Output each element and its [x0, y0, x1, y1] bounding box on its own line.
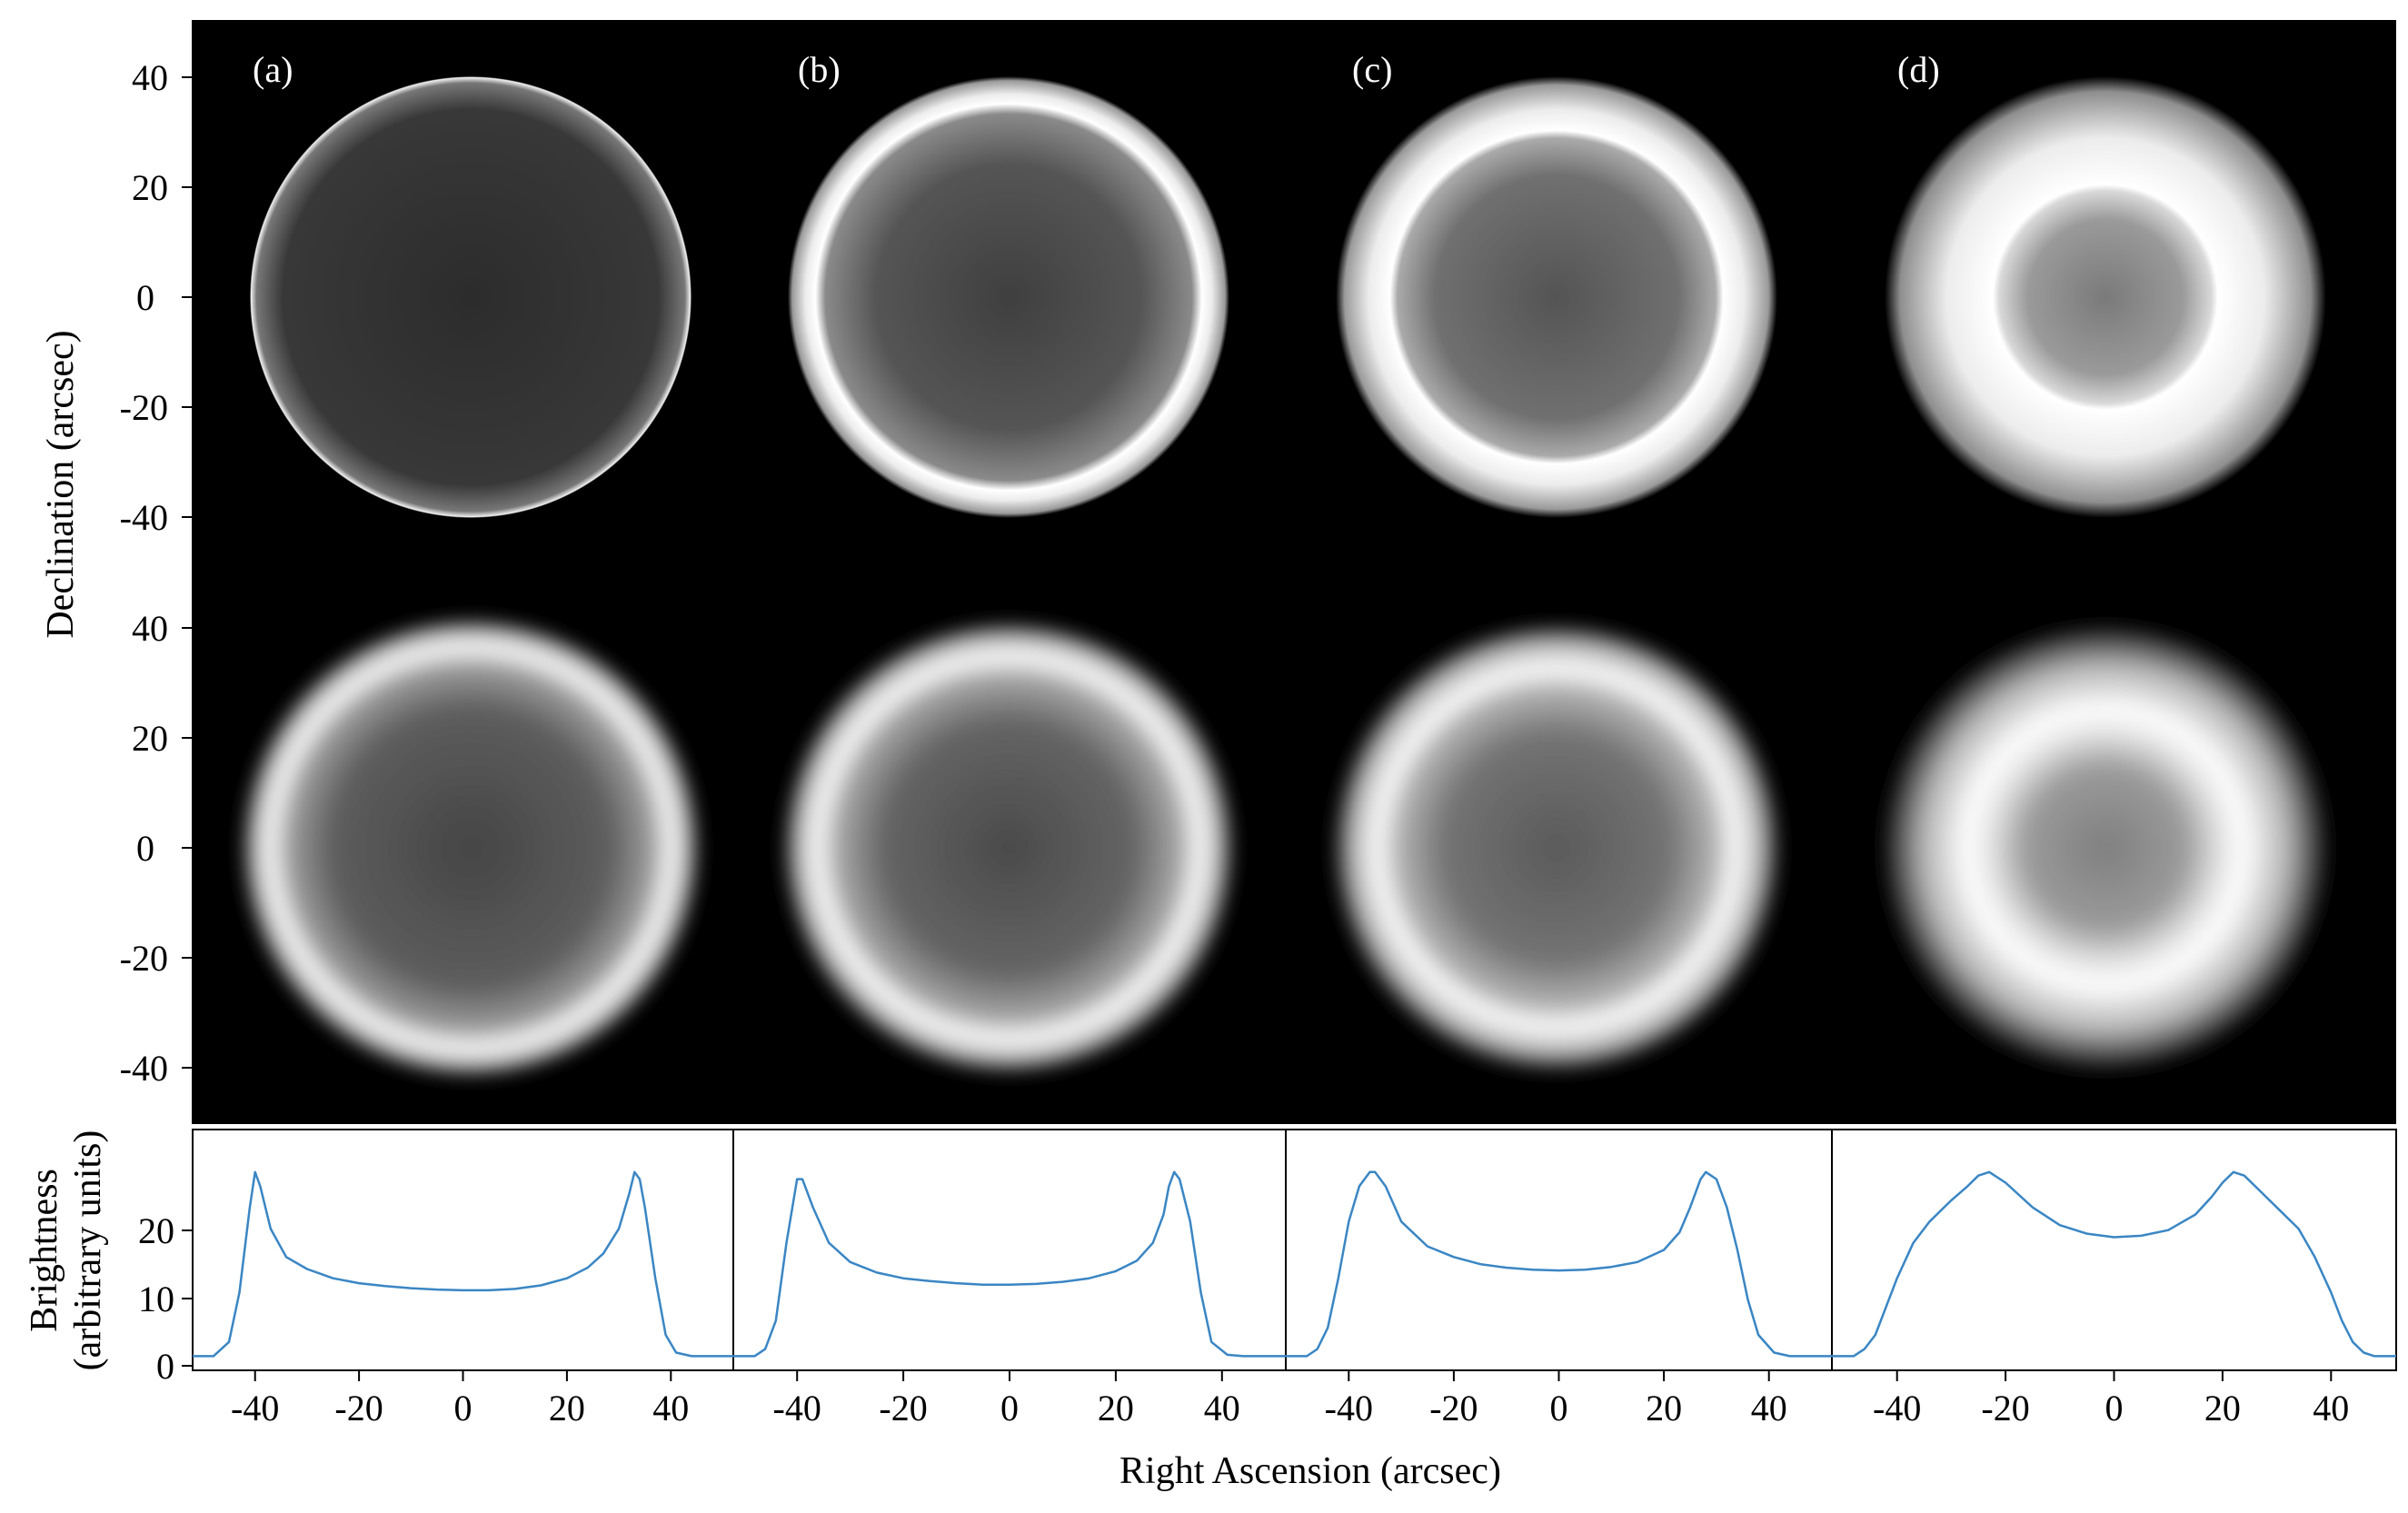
x-tick-label: 20 [1098, 1388, 1134, 1428]
tick-dec-top-40: 40 [132, 57, 168, 98]
brightness-axis-label-line1: Brightness [24, 1169, 65, 1332]
tick-dec-top-m20: -20 [120, 387, 168, 428]
x-tick-label: -20 [1981, 1388, 2029, 1428]
panel-label-d: (d) [1897, 49, 1940, 90]
profile-plots: -40 -20 0 20 40 -40 -20 0 20 40 -40 -20 0 20 40 -40 -20 0… [192, 1129, 2397, 1428]
tick-dec-bot-0: 0 [136, 828, 154, 869]
x-tick-label: 0 [2105, 1388, 2124, 1428]
disc-top-a [250, 76, 692, 518]
declination-axis-label: Declination (arcsec) [40, 330, 82, 638]
disc-top-c [1336, 76, 1777, 518]
x-tick-label: 0 [1550, 1388, 1568, 1428]
profile-line-c [1286, 1170, 1832, 1358]
x-tick-label: 0 [454, 1388, 473, 1428]
profile-line-d [1832, 1170, 2396, 1358]
x-tick-label: 40 [1204, 1388, 1240, 1428]
panel-labels: (a) (b) (c) (d) [253, 49, 1940, 90]
disc-top-d [1885, 76, 2326, 518]
tick-dec-bot-m20: -20 [120, 938, 168, 979]
tick-dec-bot-m40: -40 [120, 1048, 168, 1089]
x-tick-label: -40 [773, 1388, 821, 1428]
x-tick-label: 40 [1751, 1388, 1787, 1428]
disc-bottom-d [1882, 624, 2329, 1071]
bottom-row-images [242, 619, 2329, 1077]
disc-bottom-c [1333, 624, 1780, 1071]
x-tick-label: -40 [1325, 1388, 1373, 1428]
x-tick-label: 40 [2313, 1388, 2349, 1428]
disc-top-b [788, 76, 1229, 518]
x-tick-label: -20 [879, 1388, 927, 1428]
right-ascension-axis-label: Right Ascension (arcsec) [1119, 1450, 1501, 1492]
x-tick-label: -20 [334, 1388, 383, 1428]
brightness-tick-labels: 20 10 0 [138, 1210, 174, 1387]
profile-x-ticks: -40 -20 0 20 40 -40 -20 0 20 40 -40 -20 0 20 40 -40 -20 0… [231, 1370, 2349, 1428]
tick-dec-top-20: 20 [132, 167, 168, 208]
brightness-axis [182, 1229, 193, 1367]
declination-axis [182, 20, 194, 1124]
brightness-axis-label-line2: (arbitrary units) [67, 1130, 109, 1371]
x-tick-label: 20 [2204, 1388, 2241, 1428]
x-tick-label: -40 [1873, 1388, 1921, 1428]
disc-bottom-a [242, 619, 700, 1077]
x-tick-label: -40 [231, 1388, 279, 1428]
x-tick-label: 40 [652, 1388, 689, 1428]
x-tick-label: 20 [549, 1388, 585, 1428]
disc-bottom-b [783, 622, 1234, 1073]
top-row-images [250, 76, 2326, 518]
tick-bright-10: 10 [138, 1279, 174, 1319]
x-tick-label: 20 [1646, 1388, 1682, 1428]
tick-dec-bot-20: 20 [132, 718, 168, 759]
tick-dec-top-m40: -40 [120, 497, 168, 538]
tick-bright-0: 0 [156, 1346, 174, 1387]
tick-bright-20: 20 [138, 1210, 174, 1251]
panel-label-a: (a) [253, 49, 293, 90]
profile-frame [192, 1129, 2397, 1371]
panel-label-c: (c) [1352, 49, 1392, 90]
x-tick-label: -20 [1429, 1388, 1478, 1428]
x-tick-label: 0 [1000, 1388, 1019, 1428]
tick-dec-bot-40: 40 [132, 608, 168, 649]
declination-tick-labels: 40 20 0 -20 -40 40 20 0 -20 -40 [120, 57, 168, 1089]
panel-label-b: (b) [798, 49, 841, 90]
tick-dec-top-0: 0 [136, 277, 154, 318]
profile-line-b [733, 1170, 1286, 1358]
profile-line-a [193, 1170, 733, 1358]
profile-series-group [193, 1170, 2396, 1358]
